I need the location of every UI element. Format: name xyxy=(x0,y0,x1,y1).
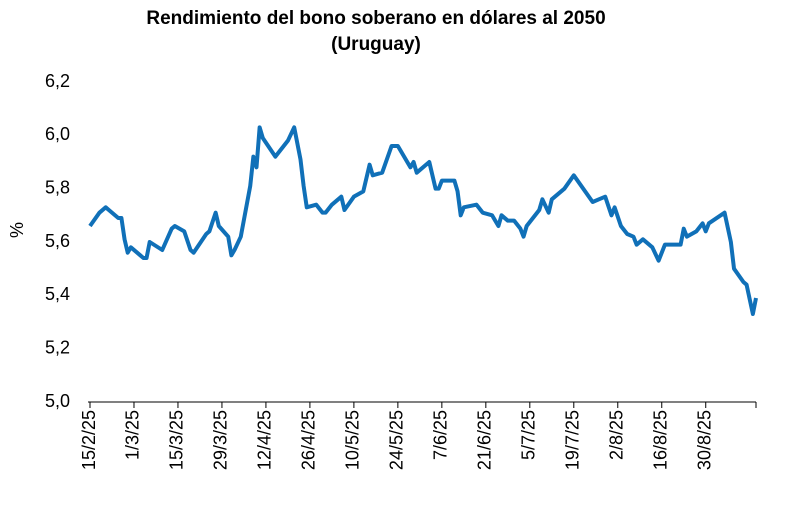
chart-title: Rendimiento del bono soberano en dólares… xyxy=(146,8,605,29)
y-tick-label: 6,0 xyxy=(45,124,70,144)
x-tick-label: 10/5/25 xyxy=(343,410,363,470)
y-tick-label: 5,2 xyxy=(45,337,70,357)
x-tick-label: 24/5/25 xyxy=(387,410,407,470)
x-tick-label: 15/3/25 xyxy=(167,410,187,470)
y-tick-label: 5,8 xyxy=(45,177,70,197)
y-axis-label: % xyxy=(7,222,27,238)
x-tick-label: 12/4/25 xyxy=(255,410,275,470)
x-tick-label: 7/6/25 xyxy=(431,410,451,460)
x-tick-label: 30/8/25 xyxy=(694,410,714,470)
chart-title: (Uruguay) xyxy=(331,34,421,55)
y-tick-label: 5,0 xyxy=(45,391,70,411)
x-tick-label: 21/6/25 xyxy=(475,410,495,470)
x-tick-label: 5/7/25 xyxy=(519,410,539,460)
y-tick-label: 5,4 xyxy=(45,284,70,304)
x-tick-label: 2/8/25 xyxy=(607,410,627,460)
x-tick-label: 1/3/25 xyxy=(123,410,143,460)
x-tick-label: 29/3/25 xyxy=(211,410,231,470)
y-tick-label: 5,6 xyxy=(45,231,70,251)
x-tick-label: 15/2/25 xyxy=(79,410,99,470)
x-tick-label: 16/8/25 xyxy=(651,410,671,470)
x-tick-label: 19/7/25 xyxy=(563,410,583,470)
data-line xyxy=(88,125,758,316)
y-tick-label: 6,2 xyxy=(45,71,70,91)
x-tick-label: 26/4/25 xyxy=(299,410,319,470)
